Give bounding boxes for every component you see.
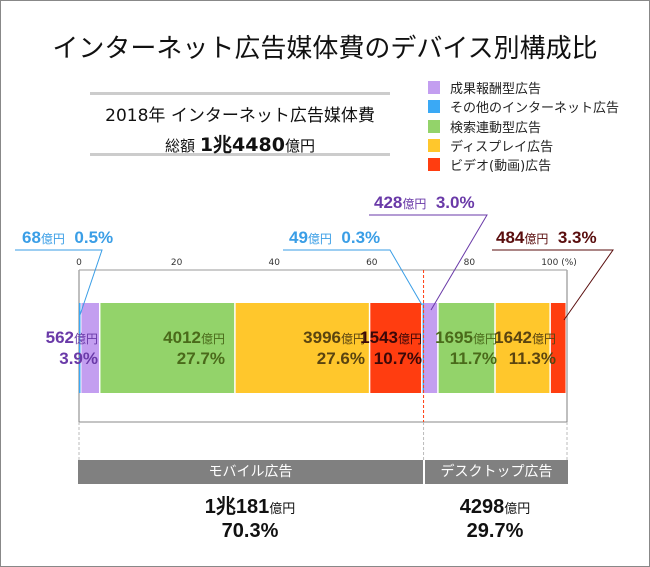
segment-label: 484億円 3.3%: [496, 228, 597, 249]
mobile-total-amount: 1兆181億円: [130, 496, 370, 520]
x-tick-label: 60: [366, 258, 378, 268]
unit-label: 億円: [307, 232, 332, 246]
unit-label: 億円: [397, 332, 422, 346]
segment-label: 3996億円 27.6%: [270, 328, 365, 369]
legend-item: ディスプレイ広告: [428, 137, 554, 155]
unit-label: 億円: [402, 197, 427, 211]
summary-unit: 億円: [284, 137, 315, 155]
unit-label: 億円: [531, 332, 556, 346]
desktop-total-share: 29.7%: [466, 520, 524, 542]
legend-label: 検索連動型広告: [450, 120, 542, 136]
value-label: 4012: [163, 328, 201, 347]
legend-swatch: [428, 119, 440, 133]
x-tick-label: 20: [171, 258, 183, 268]
unit-label: 億円: [200, 332, 225, 346]
segment-label: 1642億円 11.3%: [460, 328, 556, 369]
unit-label: 億円: [40, 232, 65, 246]
legend-swatch: [428, 157, 440, 171]
legend-swatch: [428, 80, 440, 94]
segment-label: 562億円 3.9%: [20, 328, 98, 369]
bar-segment: [79, 303, 81, 393]
summary-total: 総額 1兆4480億円: [90, 130, 390, 157]
percent-label: 0.5%: [74, 228, 114, 247]
summary-heading: 2018年 インターネット広告媒体費: [105, 106, 375, 126]
bar-segment: [370, 303, 422, 393]
desktop-total-unit: 億円: [504, 501, 531, 516]
percent-label: 0.3%: [341, 228, 381, 247]
legend-swatch: [428, 138, 440, 152]
callout-leader-line: [492, 249, 614, 321]
unit-label: 億円: [73, 332, 98, 346]
bar-segment: [438, 303, 495, 393]
segment-label: 68億円 0.5%: [22, 228, 113, 249]
segment-label: 1695億円 11.7%: [400, 328, 497, 369]
legend-swatch: [428, 99, 440, 113]
callout-leader-line: [369, 214, 488, 311]
percent-label: 27.6%: [316, 349, 365, 368]
segment-label: 49億円 0.3%: [289, 228, 380, 249]
desktop-section-label: デスクトップ広告: [425, 460, 568, 484]
segment-label: 4012億円 27.7%: [130, 328, 225, 369]
legend-item: 検索連動型広告: [428, 118, 542, 136]
x-tick-label: 40: [268, 258, 280, 268]
x-tick-label: 0: [76, 258, 82, 268]
bar-segment: [81, 303, 99, 393]
chart-title: インターネット広告媒体費のデバイス別構成比: [52, 34, 598, 64]
legend-label: ビデオ(動画)広告: [450, 158, 552, 174]
unit-label: 億円: [524, 232, 549, 246]
legend-label: ディスプレイ広告: [450, 139, 554, 155]
percent-label: 3.9%: [59, 349, 98, 368]
bar-segment: [424, 303, 438, 393]
desktop-total-amount: 4298億円: [420, 496, 570, 520]
segment-label: 1543億円 10.7%: [330, 328, 422, 369]
bar-segment: [100, 303, 235, 393]
value-label: 428: [374, 193, 403, 212]
mobile-total: 1兆181億円 70.3%: [130, 496, 370, 542]
legend-item: その他のインターネット広告: [428, 98, 620, 116]
mobile-total-value: 1兆181: [204, 496, 270, 518]
value-label: 68: [22, 228, 41, 247]
legend-label: その他のインターネット広告: [450, 100, 620, 116]
value-label: 562: [45, 328, 74, 347]
percent-label: 3.3%: [557, 228, 597, 247]
value-label: 3996: [303, 328, 341, 347]
legend-item: ビデオ(動画)広告: [428, 156, 552, 174]
value-label: 484: [496, 228, 525, 247]
legend-label: 成果報酬型広告: [450, 81, 542, 97]
legend-item: 成果報酬型広告: [428, 79, 542, 97]
segment-label: 428億円 3.0%: [374, 193, 475, 214]
mobile-total-unit: 億円: [269, 501, 296, 516]
bar-segment: [495, 303, 550, 393]
summary-amount: 1兆4480: [199, 134, 285, 156]
summary-box: 2018年 インターネット広告媒体費 総額 1兆4480億円: [90, 92, 390, 156]
unit-label: 億円: [472, 332, 497, 346]
x-tick-label: 100 (%): [541, 258, 577, 268]
summary-prefix: 総額: [165, 137, 196, 155]
percent-label: 11.7%: [449, 349, 497, 368]
percent-label: 10.7%: [373, 349, 422, 368]
percent-label: 27.7%: [176, 349, 225, 368]
desktop-total-value: 4298: [459, 496, 505, 518]
value-label: 1543: [360, 328, 398, 347]
value-label: 1695: [435, 328, 473, 347]
mobile-section-label: モバイル広告: [78, 460, 423, 484]
value-label: 49: [289, 228, 308, 247]
bar-segment: [550, 303, 566, 393]
mobile-total-share: 70.3%: [221, 520, 279, 542]
callout-leader-line: [283, 249, 423, 306]
value-label: 1642: [494, 328, 532, 347]
percent-label: 11.3%: [508, 349, 556, 368]
x-tick-label: 80: [464, 258, 476, 268]
percent-label: 3.0%: [435, 193, 475, 212]
bar-segment: [235, 303, 369, 393]
unit-label: 億円: [340, 332, 365, 346]
desktop-total: 4298億円 29.7%: [420, 496, 570, 542]
callout-leader-line: [15, 249, 103, 316]
